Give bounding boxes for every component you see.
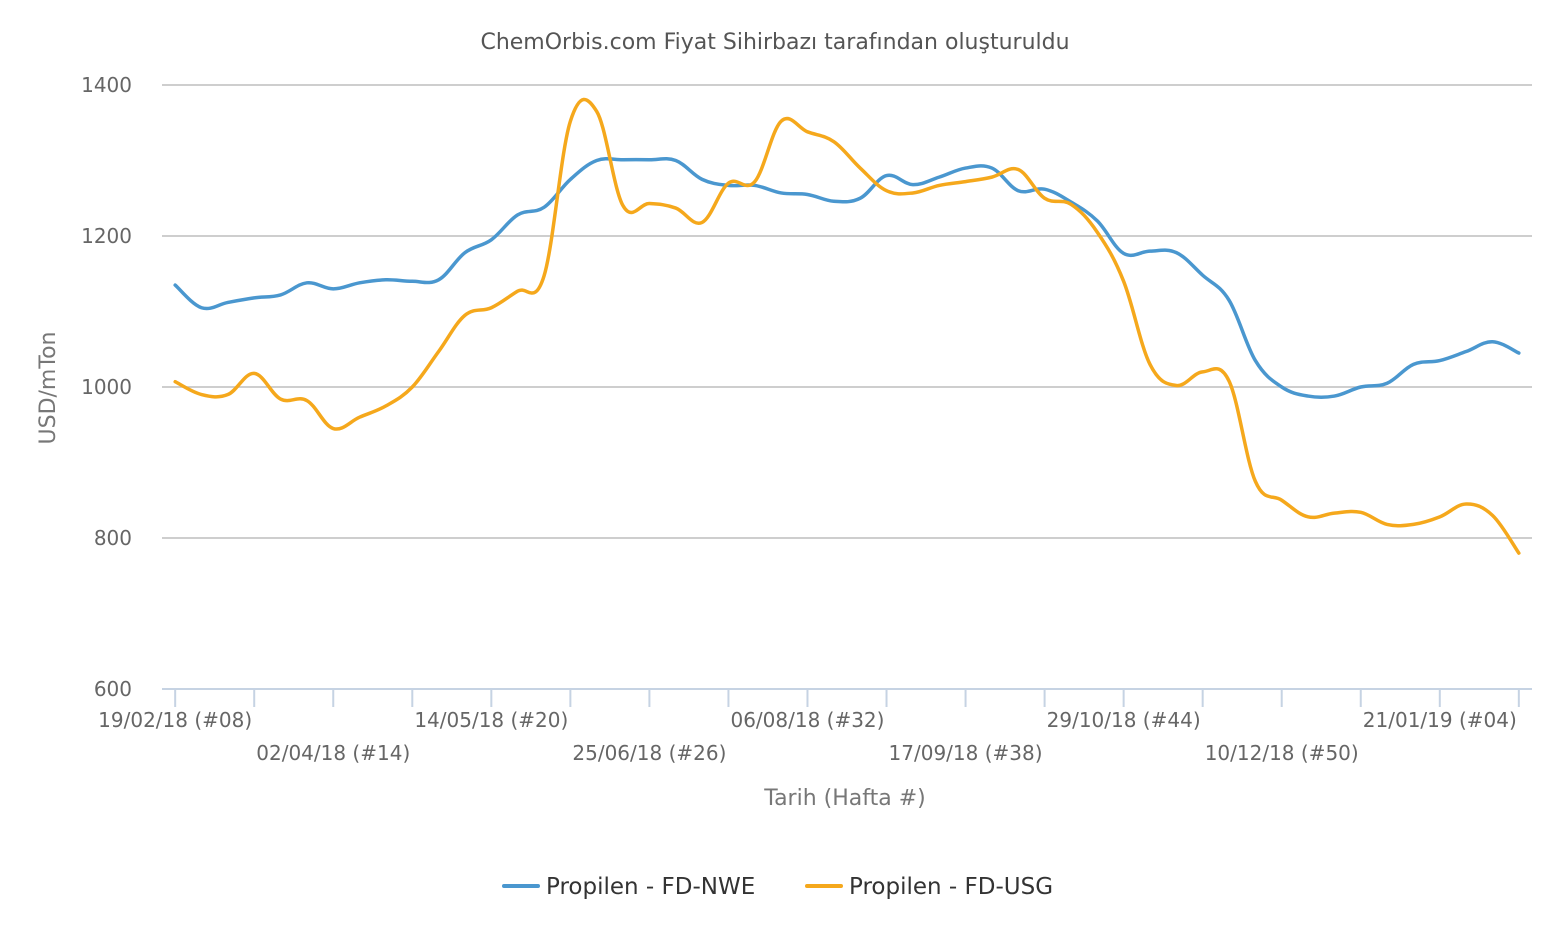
legend: Propilen - FD-NWE Propilen - FD-USG bbox=[502, 874, 1053, 900]
x-tick-label: 14/05/18 (#20) bbox=[414, 708, 568, 732]
gridlines bbox=[162, 84, 1532, 539]
y-axis-title: USD/mTon bbox=[36, 332, 61, 445]
y-tick-label: 800 bbox=[94, 526, 132, 550]
y-tick-label: 1400 bbox=[81, 73, 132, 97]
x-tick-label: 02/04/18 (#14) bbox=[256, 741, 410, 765]
y-axis-ticks: 600 800 1000 1200 1400 bbox=[81, 73, 132, 701]
y-tick-label: 1200 bbox=[81, 224, 132, 248]
series-line-1 bbox=[173, 156, 1521, 400]
x-tick-label: 10/12/18 (#50) bbox=[1205, 741, 1359, 765]
x-tick-label: 29/10/18 (#44) bbox=[1047, 708, 1201, 732]
legend-item[interactable]: Propilen - FD-NWE bbox=[502, 874, 755, 900]
legend-item[interactable]: Propilen - FD-USG bbox=[805, 874, 1053, 900]
y-tick-label: 1000 bbox=[81, 375, 132, 399]
chart-title: ChemOrbis.com Fiyat Sihirbazı tarafından… bbox=[480, 30, 1069, 55]
y-tick-label: 600 bbox=[94, 677, 132, 701]
x-tick-label: 19/02/18 (#08) bbox=[98, 708, 252, 732]
x-tick-label: 21/01/19 (#04) bbox=[1363, 708, 1517, 732]
series-lines bbox=[173, 97, 1521, 555]
x-axis-title: Tarih (Hafta #) bbox=[763, 786, 925, 811]
x-axis-ticks: 19/02/18 (#08)02/04/18 (#14)14/05/18 (#2… bbox=[98, 689, 1520, 765]
legend-label: Propilen - FD-NWE bbox=[546, 874, 755, 900]
x-tick-label: 25/06/18 (#26) bbox=[572, 741, 726, 765]
x-tick-label: 06/08/18 (#32) bbox=[730, 708, 884, 732]
x-tick-label: 17/09/18 (#38) bbox=[889, 741, 1043, 765]
series-line-2 bbox=[173, 97, 1521, 555]
legend-label: Propilen - FD-USG bbox=[849, 874, 1053, 900]
